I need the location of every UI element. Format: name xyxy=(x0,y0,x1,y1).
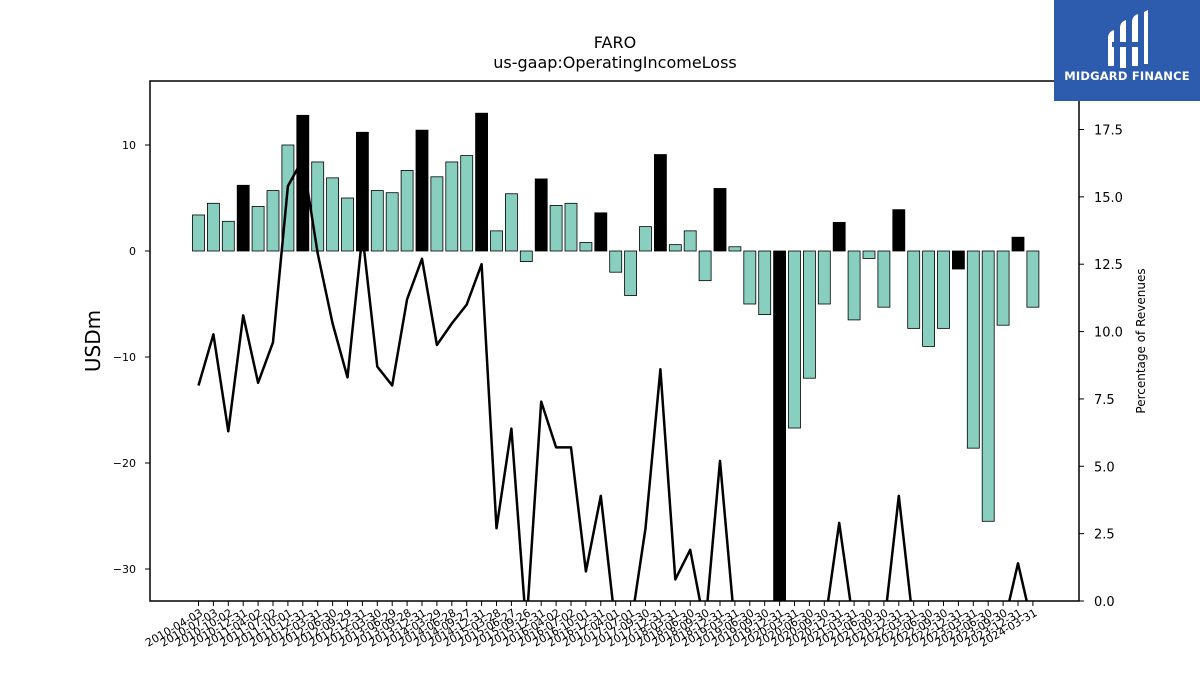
y-tick-label: −20 xyxy=(113,457,136,470)
y-tick-label: −10 xyxy=(113,351,136,364)
line-series xyxy=(197,157,1028,601)
midgard-logo-icon xyxy=(1108,10,1148,68)
bar xyxy=(236,184,250,252)
bar xyxy=(415,129,429,252)
bar xyxy=(907,250,921,329)
y-tick-label: 10 xyxy=(122,139,136,152)
bar xyxy=(504,193,518,252)
bar xyxy=(817,250,831,305)
bar xyxy=(534,178,548,252)
y2-axis-label: Percentage of Revenues xyxy=(1134,268,1148,413)
bar xyxy=(743,250,757,305)
bar xyxy=(683,230,697,252)
bar xyxy=(966,250,980,449)
bar xyxy=(206,202,220,252)
y2-tick-label: 12.5 xyxy=(1094,258,1123,273)
bar xyxy=(400,170,414,252)
bar xyxy=(892,209,906,252)
bar xyxy=(788,250,801,429)
y-tick-label: −30 xyxy=(113,563,136,576)
bar xyxy=(355,131,369,252)
bar xyxy=(668,244,682,252)
brand-logo-text: MIDGARD FINANCE xyxy=(1064,69,1190,83)
chart-subtitle: us-gaap:OperatingIncomeLoss xyxy=(493,53,737,72)
bar xyxy=(549,205,563,252)
bar xyxy=(266,190,280,252)
bar xyxy=(922,250,935,347)
chart-title: FARO xyxy=(594,33,636,52)
bar xyxy=(952,250,965,270)
bar xyxy=(311,161,325,252)
bar xyxy=(564,202,578,252)
y2-tick-label: 0.0 xyxy=(1094,595,1115,610)
y2-tick-label: 10.0 xyxy=(1094,326,1123,341)
brand-logo: MIDGARD FINANCE xyxy=(1054,0,1200,101)
bar xyxy=(654,154,667,252)
y2-tick-label: 2.5 xyxy=(1094,528,1115,543)
bar xyxy=(937,250,950,329)
bar xyxy=(445,161,459,252)
plot-frame xyxy=(149,80,1080,602)
y2-tick-label: 7.5 xyxy=(1094,393,1115,408)
bar xyxy=(847,250,861,321)
bar xyxy=(1011,236,1025,252)
y2-tick-label: 15.0 xyxy=(1094,191,1123,206)
bar xyxy=(192,214,205,252)
bar xyxy=(221,220,235,252)
bar xyxy=(639,226,652,252)
bar xyxy=(475,112,489,252)
bar xyxy=(698,250,712,282)
bar xyxy=(460,155,474,252)
bar xyxy=(713,188,727,252)
bar xyxy=(579,242,593,252)
bar xyxy=(758,250,772,315)
bar xyxy=(728,246,742,252)
bar xyxy=(251,206,265,252)
y2-tick-label: 5.0 xyxy=(1094,460,1115,475)
bar xyxy=(803,250,816,379)
bar xyxy=(832,221,846,252)
bar xyxy=(385,192,399,252)
bar xyxy=(1026,250,1040,308)
bar xyxy=(981,250,995,522)
bar xyxy=(624,250,637,296)
bar xyxy=(326,177,340,252)
bar xyxy=(609,250,623,273)
bar xyxy=(430,176,444,252)
y2-tick-label: 17.5 xyxy=(1094,123,1123,138)
y-axis-label: USDm xyxy=(81,310,105,372)
bar xyxy=(996,250,1010,326)
bar xyxy=(519,250,533,263)
bar xyxy=(490,230,503,252)
bar xyxy=(773,250,786,601)
bar xyxy=(341,197,354,252)
bar xyxy=(370,190,384,252)
bar xyxy=(296,114,310,252)
bar xyxy=(594,212,608,252)
bar xyxy=(862,250,876,259)
bar-series xyxy=(192,112,1040,601)
y-tick-label: 0 xyxy=(129,245,136,258)
bar xyxy=(877,250,891,308)
